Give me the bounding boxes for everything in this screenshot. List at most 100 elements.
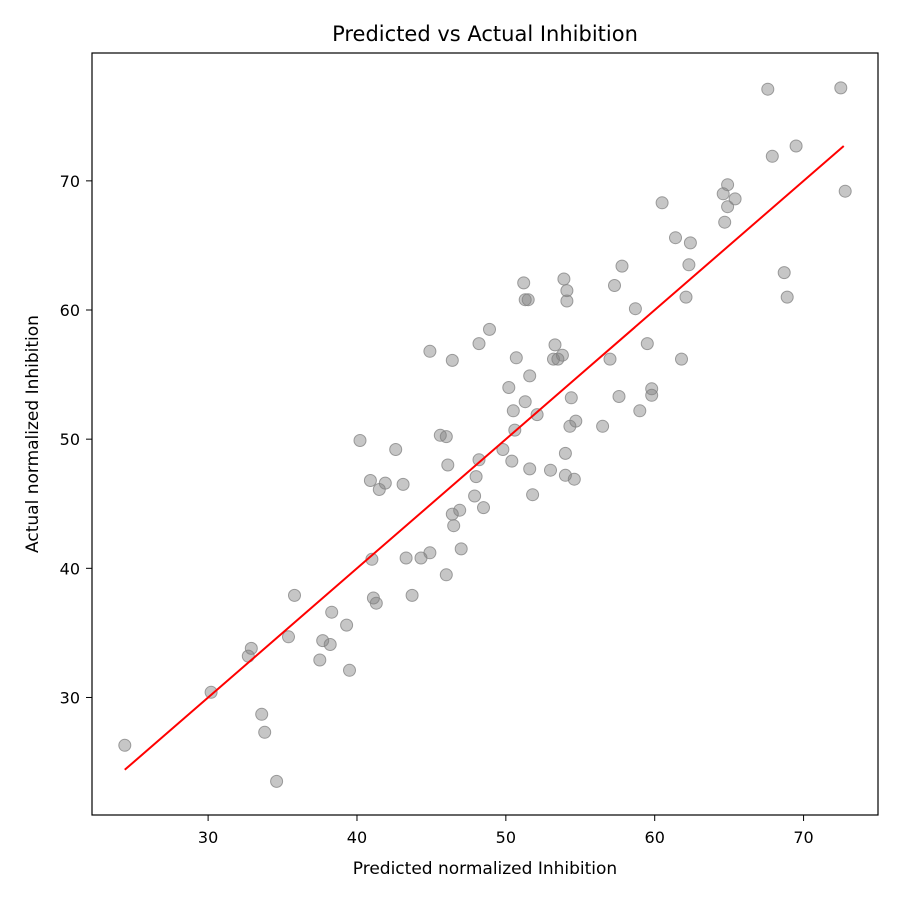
data-point — [612, 390, 626, 403]
data-point — [399, 551, 413, 565]
data-point — [378, 476, 392, 490]
data-point — [423, 344, 437, 358]
data-point — [325, 605, 339, 619]
y-tick-label: 60 — [60, 301, 80, 320]
data-point — [468, 489, 482, 503]
data-point — [557, 272, 571, 286]
data-point — [679, 290, 693, 304]
x-axis-ticks: 30 40 50 60 70 — [198, 815, 814, 847]
y-tick-label: 70 — [60, 172, 80, 191]
y-axis-label: Actual normalized Inhibition — [23, 315, 43, 553]
data-point — [441, 458, 455, 472]
y-tick-label: 40 — [60, 559, 80, 578]
data-point — [645, 388, 659, 402]
data-point — [258, 725, 272, 739]
fit-line — [124, 145, 845, 771]
data-point — [454, 542, 468, 556]
data-point — [838, 184, 852, 198]
data-point — [682, 258, 696, 272]
data-point — [834, 81, 848, 95]
data-point — [477, 501, 490, 515]
data-point — [340, 618, 354, 632]
data-point — [439, 568, 453, 582]
y-tick-label: 30 — [60, 688, 80, 707]
data-point — [675, 352, 688, 366]
data-point — [683, 236, 697, 250]
data-point — [669, 231, 682, 245]
data-point — [506, 404, 520, 418]
data-point — [780, 290, 794, 304]
data-point — [728, 192, 742, 206]
x-axis-label: Predicted normalized Inhibition — [353, 859, 617, 879]
data-point — [608, 279, 621, 292]
data-point — [765, 149, 779, 163]
data-point — [777, 266, 791, 280]
data-point — [505, 454, 519, 468]
data-point — [323, 638, 337, 651]
data-point — [363, 474, 377, 487]
data-point — [530, 408, 544, 422]
data-point — [569, 414, 583, 428]
data-point — [270, 774, 284, 788]
data-point — [564, 391, 578, 405]
data-point — [523, 369, 537, 383]
data-point — [439, 430, 453, 444]
data-point — [517, 276, 531, 290]
data-point — [389, 443, 403, 456]
data-point — [396, 477, 410, 491]
data-point — [596, 419, 610, 433]
data-point — [544, 463, 557, 477]
data-point — [721, 200, 735, 214]
data-point — [523, 462, 537, 476]
data-point — [603, 352, 617, 366]
data-point — [472, 453, 486, 467]
data-point — [633, 404, 647, 418]
data-point — [118, 738, 132, 752]
data-point — [555, 348, 569, 362]
x-tick-label: 50 — [496, 828, 516, 847]
data-point — [472, 337, 486, 351]
data-point — [496, 443, 510, 456]
data-point — [789, 139, 803, 153]
data-point — [288, 588, 301, 602]
data-point — [721, 178, 735, 192]
data-point — [469, 470, 483, 484]
data-point — [548, 338, 562, 352]
data-point — [558, 446, 572, 460]
data-point — [453, 503, 467, 517]
data-point — [316, 634, 330, 648]
data-point — [405, 588, 419, 602]
data-point — [560, 284, 574, 298]
x-tick-label: 70 — [793, 828, 813, 847]
data-point — [313, 653, 327, 667]
data-point — [655, 196, 669, 210]
x-tick-label: 30 — [198, 828, 218, 847]
data-point — [761, 82, 775, 96]
data-point — [718, 215, 732, 229]
data-point — [526, 488, 540, 502]
data-point — [244, 641, 258, 655]
data-point — [567, 472, 581, 486]
data-point — [628, 302, 642, 316]
data-point — [483, 322, 496, 336]
y-tick-label: 50 — [60, 430, 80, 449]
data-point — [521, 293, 535, 307]
fit-line-group — [124, 145, 845, 771]
data-point — [640, 337, 654, 351]
data-point — [509, 351, 523, 365]
data-point — [445, 353, 459, 367]
data-points — [118, 81, 852, 788]
data-point — [369, 596, 383, 610]
x-tick-label: 40 — [347, 828, 367, 847]
data-point — [447, 519, 461, 533]
plot-frame — [91, 52, 879, 816]
x-tick-label: 60 — [645, 828, 665, 847]
data-point — [615, 259, 629, 273]
data-point — [423, 546, 437, 560]
data-point — [343, 663, 356, 677]
data-point — [204, 685, 218, 699]
data-point — [255, 707, 269, 721]
data-point — [518, 293, 532, 307]
